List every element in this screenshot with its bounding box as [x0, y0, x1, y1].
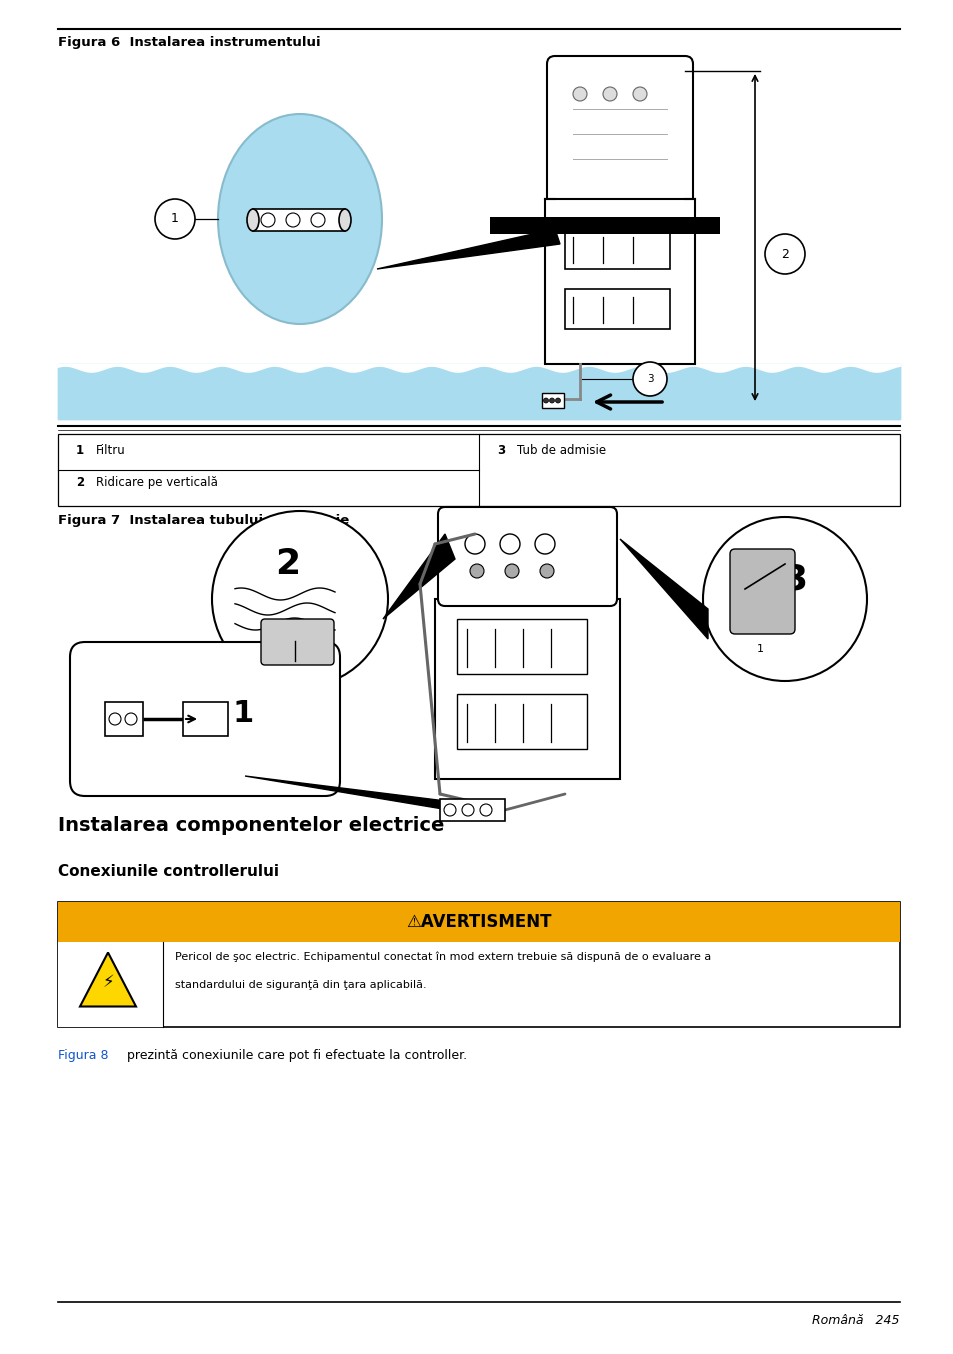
FancyBboxPatch shape	[437, 506, 617, 607]
FancyBboxPatch shape	[58, 942, 163, 1026]
Circle shape	[504, 565, 518, 578]
Circle shape	[470, 565, 483, 578]
Circle shape	[464, 533, 484, 554]
FancyBboxPatch shape	[729, 548, 794, 634]
Text: prezintă conexiunile care pot fi efectuate la controller.: prezintă conexiunile care pot fi efectua…	[123, 1049, 467, 1062]
Circle shape	[633, 87, 646, 102]
Text: 1: 1	[76, 444, 84, 458]
Circle shape	[125, 714, 137, 724]
FancyBboxPatch shape	[261, 619, 334, 665]
Ellipse shape	[338, 209, 351, 232]
Text: 3: 3	[646, 374, 653, 385]
Polygon shape	[376, 229, 559, 269]
FancyBboxPatch shape	[456, 695, 586, 749]
Polygon shape	[382, 533, 455, 619]
Circle shape	[154, 199, 194, 240]
Bar	[435, 598, 619, 779]
Text: Figura 6  Instalarea instrumentului: Figura 6 Instalarea instrumentului	[58, 37, 320, 49]
FancyBboxPatch shape	[58, 902, 899, 1026]
Polygon shape	[80, 952, 136, 1006]
Text: Conexiunile controllerului: Conexiunile controllerului	[58, 864, 278, 879]
Text: 3: 3	[497, 444, 504, 458]
Text: Română   245: Română 245	[812, 1313, 899, 1327]
Circle shape	[479, 804, 492, 816]
FancyBboxPatch shape	[58, 435, 899, 506]
Circle shape	[555, 398, 560, 403]
Text: 1: 1	[233, 700, 253, 728]
FancyBboxPatch shape	[58, 902, 899, 942]
Text: Tub de admisie: Tub de admisie	[517, 444, 605, 458]
Text: 2: 2	[76, 477, 84, 489]
Circle shape	[109, 714, 121, 724]
Circle shape	[499, 533, 519, 554]
Text: 2: 2	[275, 547, 300, 581]
Polygon shape	[245, 776, 470, 808]
Circle shape	[535, 533, 555, 554]
Ellipse shape	[247, 209, 258, 232]
FancyBboxPatch shape	[541, 393, 563, 408]
Circle shape	[286, 213, 299, 227]
Text: Pericol de şoc electric. Echipamentul conectat în mod extern trebuie să dispună : Pericol de şoc electric. Echipamentul co…	[174, 952, 711, 963]
FancyBboxPatch shape	[105, 701, 143, 737]
Circle shape	[261, 213, 274, 227]
Circle shape	[539, 565, 554, 578]
Text: 3: 3	[781, 562, 807, 596]
Text: 1: 1	[756, 645, 762, 654]
Ellipse shape	[218, 114, 381, 324]
Circle shape	[633, 362, 666, 395]
FancyBboxPatch shape	[564, 229, 669, 269]
Polygon shape	[619, 539, 707, 639]
Circle shape	[764, 234, 804, 274]
FancyBboxPatch shape	[253, 209, 345, 232]
FancyBboxPatch shape	[546, 56, 692, 207]
Text: standardului de siguranţă din ţara aplicabilă.: standardului de siguranţă din ţara aplic…	[174, 980, 426, 990]
Text: ⚡: ⚡	[102, 974, 113, 991]
Text: Ridicare pe verticală: Ridicare pe verticală	[96, 477, 217, 489]
Circle shape	[443, 804, 456, 816]
Bar	[490, 217, 720, 234]
Circle shape	[573, 87, 586, 102]
Text: Instalarea componentelor electrice: Instalarea componentelor electrice	[58, 816, 444, 835]
Circle shape	[212, 510, 388, 686]
FancyBboxPatch shape	[456, 619, 586, 674]
Circle shape	[461, 804, 474, 816]
Text: 1: 1	[171, 213, 179, 226]
Text: 2: 2	[781, 248, 788, 260]
Text: Figura 7  Instalarea tubului de admisie: Figura 7 Instalarea tubului de admisie	[58, 515, 349, 527]
Text: Figura 8: Figura 8	[58, 1049, 109, 1062]
Text: Filtru: Filtru	[96, 444, 126, 458]
Bar	[544, 199, 695, 364]
Circle shape	[311, 213, 325, 227]
Circle shape	[702, 517, 866, 681]
FancyBboxPatch shape	[70, 642, 339, 796]
Text: ⚠AVERTISMENT: ⚠AVERTISMENT	[406, 913, 551, 932]
Circle shape	[543, 398, 548, 403]
Circle shape	[602, 87, 617, 102]
FancyBboxPatch shape	[564, 288, 669, 329]
FancyBboxPatch shape	[439, 799, 504, 821]
Circle shape	[549, 398, 554, 403]
Bar	[183, 701, 228, 737]
